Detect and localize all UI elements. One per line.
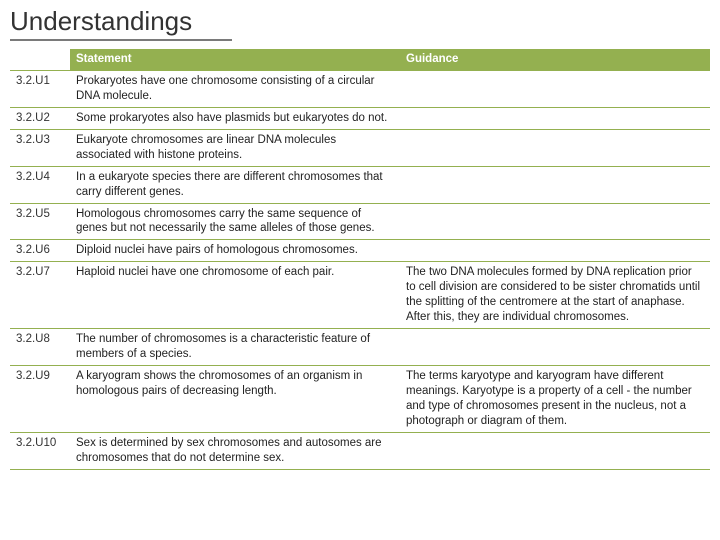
row-guidance xyxy=(400,240,710,262)
header-guidance: Guidance xyxy=(400,49,710,70)
row-id: 3.2.U8 xyxy=(10,329,70,366)
row-statement: Diploid nuclei have pairs of homologous … xyxy=(70,240,400,262)
table-row: 3.2.U5 Homologous chromosomes carry the … xyxy=(10,203,710,240)
header-id xyxy=(10,49,70,70)
header-statement: Statement xyxy=(70,49,400,70)
table-row: 3.2.U1 Prokaryotes have one chromosome c… xyxy=(10,70,710,107)
page-title: Understandings xyxy=(10,6,232,41)
row-guidance xyxy=(400,166,710,203)
table-row: 3.2.U9 A karyogram shows the chromosomes… xyxy=(10,365,710,432)
table-row: 3.2.U7 Haploid nuclei have one chromosom… xyxy=(10,262,710,329)
row-guidance xyxy=(400,203,710,240)
table-row: 3.2.U2 Some prokaryotes also have plasmi… xyxy=(10,107,710,129)
row-id: 3.2.U3 xyxy=(10,129,70,166)
row-statement: Prokaryotes have one chromosome consisti… xyxy=(70,70,400,107)
row-id: 3.2.U4 xyxy=(10,166,70,203)
row-statement: Haploid nuclei have one chromosome of ea… xyxy=(70,262,400,329)
row-guidance xyxy=(400,70,710,107)
row-guidance: The terms karyotype and karyogram have d… xyxy=(400,365,710,432)
table-row: 3.2.U8 The number of chromosomes is a ch… xyxy=(10,329,710,366)
row-guidance xyxy=(400,432,710,469)
row-statement: Eukaryote chromosomes are linear DNA mol… xyxy=(70,129,400,166)
table-row: 3.2.U10 Sex is determined by sex chromos… xyxy=(10,432,710,469)
row-statement: Sex is determined by sex chromosomes and… xyxy=(70,432,400,469)
understandings-table: Statement Guidance 3.2.U1 Prokaryotes ha… xyxy=(10,49,710,470)
row-id: 3.2.U1 xyxy=(10,70,70,107)
table-row: 3.2.U3 Eukaryote chromosomes are linear … xyxy=(10,129,710,166)
row-id: 3.2.U5 xyxy=(10,203,70,240)
row-statement: In a eukaryote species there are differe… xyxy=(70,166,400,203)
row-id: 3.2.U10 xyxy=(10,432,70,469)
table-row: 3.2.U6 Diploid nuclei have pairs of homo… xyxy=(10,240,710,262)
row-id: 3.2.U6 xyxy=(10,240,70,262)
row-id: 3.2.U7 xyxy=(10,262,70,329)
row-statement: The number of chromosomes is a character… xyxy=(70,329,400,366)
table-header-row: Statement Guidance xyxy=(10,49,710,70)
row-guidance: The two DNA molecules formed by DNA repl… xyxy=(400,262,710,329)
row-statement: Homologous chromosomes carry the same se… xyxy=(70,203,400,240)
row-statement: Some prokaryotes also have plasmids but … xyxy=(70,107,400,129)
table-row: 3.2.U4 In a eukaryote species there are … xyxy=(10,166,710,203)
row-guidance xyxy=(400,329,710,366)
row-guidance xyxy=(400,129,710,166)
row-id: 3.2.U2 xyxy=(10,107,70,129)
row-guidance xyxy=(400,107,710,129)
row-id: 3.2.U9 xyxy=(10,365,70,432)
row-statement: A karyogram shows the chromosomes of an … xyxy=(70,365,400,432)
